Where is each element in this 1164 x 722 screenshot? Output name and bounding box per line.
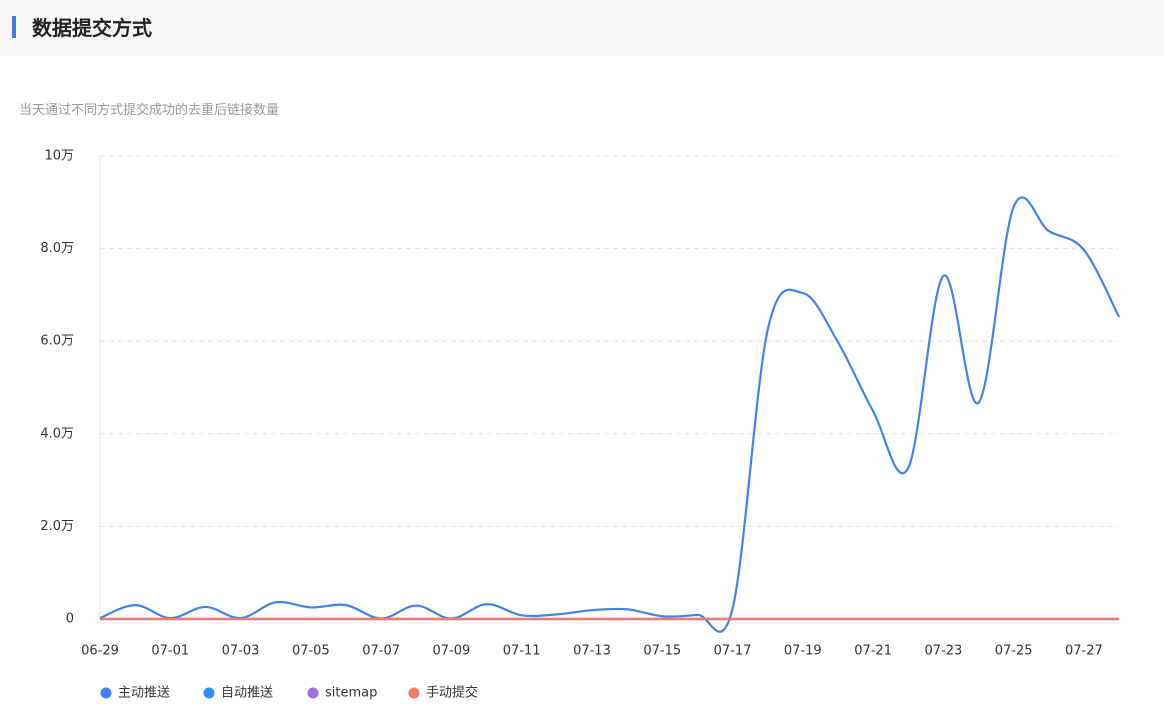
x-tick-label: 07-13 bbox=[573, 644, 611, 659]
legend-label[interactable]: 自动推送 bbox=[221, 686, 273, 701]
legend-marker[interactable] bbox=[307, 687, 319, 699]
title: 数据提交方式 bbox=[32, 16, 152, 40]
series-line bbox=[99, 196, 1121, 633]
legend-label[interactable]: sitemap bbox=[325, 686, 377, 701]
y-tick-label: 8.0万 bbox=[40, 241, 74, 256]
x-tick-label: 07-23 bbox=[924, 644, 962, 659]
x-tick-label: 07-19 bbox=[784, 644, 822, 659]
x-tick-label: 07-03 bbox=[222, 644, 260, 659]
x-tick-label: 07-17 bbox=[714, 644, 752, 659]
x-tick-label: 06-29 bbox=[81, 644, 119, 659]
legend-marker[interactable] bbox=[203, 687, 215, 699]
subtitle: 当天通过不同方式提交成功的去重后链接数量 bbox=[19, 103, 280, 118]
y-tick-label: 6.0万 bbox=[40, 334, 74, 349]
x-tick-label: 07-15 bbox=[643, 644, 681, 659]
x-tick-label: 07-25 bbox=[995, 644, 1033, 659]
x-tick-label: 07-11 bbox=[503, 644, 541, 659]
x-tick-label: 07-07 bbox=[362, 644, 400, 659]
x-tick-label: 07-27 bbox=[1065, 644, 1103, 659]
y-tick-label: 10万 bbox=[44, 149, 74, 164]
header: 数据提交方式 bbox=[0, 0, 1164, 56]
legend-marker[interactable] bbox=[408, 687, 420, 699]
header-accent bbox=[12, 16, 16, 38]
legend-label[interactable]: 手动提交 bbox=[426, 685, 478, 701]
y-tick-label: 0 bbox=[66, 612, 74, 627]
x-tick-label: 07-01 bbox=[151, 644, 189, 659]
y-tick-label: 2.0万 bbox=[40, 519, 74, 534]
x-tick-label: 07-05 bbox=[292, 644, 330, 659]
x-tick-label: 07-21 bbox=[854, 644, 892, 659]
y-tick-label: 4.0万 bbox=[40, 426, 74, 441]
x-tick-label: 07-09 bbox=[433, 644, 471, 659]
legend-marker[interactable] bbox=[100, 687, 112, 699]
legend-label[interactable]: 主动推送 bbox=[118, 686, 170, 701]
